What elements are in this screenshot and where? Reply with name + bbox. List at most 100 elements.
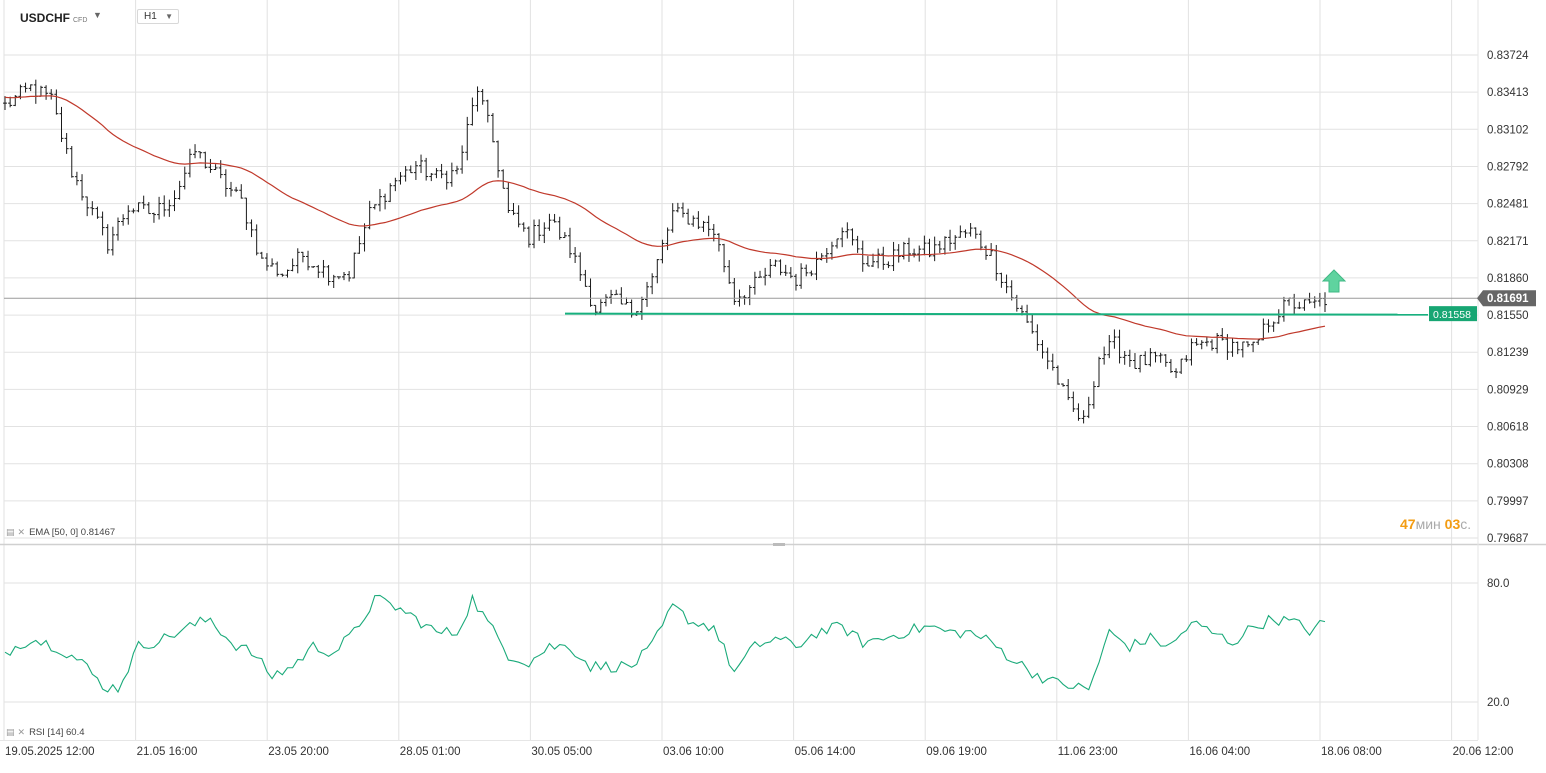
candle[interactable] (583, 269, 588, 287)
candle[interactable] (331, 274, 336, 288)
candle[interactable] (1210, 339, 1215, 351)
support-line[interactable] (564, 312, 1429, 316)
candle[interactable] (398, 172, 403, 185)
candle[interactable] (675, 202, 680, 213)
candle[interactable] (403, 166, 408, 182)
candle[interactable] (85, 196, 90, 217)
candle[interactable] (1127, 349, 1132, 367)
candle[interactable] (449, 162, 454, 187)
candle[interactable] (891, 241, 896, 271)
candle[interactable] (1235, 341, 1240, 355)
candle[interactable] (881, 246, 886, 270)
candle[interactable] (141, 195, 146, 209)
candle[interactable] (460, 145, 465, 174)
candle[interactable] (532, 219, 537, 249)
rsi-line[interactable] (4, 593, 1326, 694)
candle[interactable] (1132, 353, 1137, 369)
candle[interactable] (8, 96, 13, 108)
candle[interactable] (547, 213, 552, 231)
candle[interactable] (105, 224, 110, 254)
candle[interactable] (912, 248, 917, 258)
candle[interactable] (372, 204, 377, 210)
candle[interactable] (1323, 292, 1327, 313)
candle[interactable] (1143, 351, 1148, 366)
candle[interactable] (316, 264, 321, 279)
candle[interactable] (578, 252, 583, 281)
candle[interactable] (280, 273, 285, 277)
candle[interactable] (573, 247, 578, 264)
candle[interactable] (763, 267, 768, 286)
candle[interactable] (59, 106, 64, 143)
candle[interactable] (151, 212, 156, 223)
candle[interactable] (660, 239, 665, 264)
candle[interactable] (742, 295, 747, 305)
candle[interactable] (948, 229, 953, 251)
candle[interactable] (516, 205, 521, 228)
ema-indicator-label[interactable]: ▤ ✕ EMA [50, 0] 0.81467 (6, 527, 115, 538)
candle[interactable] (562, 232, 567, 239)
ema-line[interactable] (4, 95, 1326, 340)
candle[interactable] (383, 193, 388, 210)
candle[interactable] (1117, 329, 1122, 364)
candle[interactable] (285, 269, 290, 278)
candle[interactable] (696, 211, 701, 230)
candle[interactable] (131, 208, 136, 214)
candle[interactable] (357, 236, 362, 254)
candle[interactable] (377, 188, 382, 212)
candle[interactable] (537, 219, 542, 241)
candle[interactable] (804, 264, 809, 277)
candle[interactable] (295, 248, 300, 274)
candle[interactable] (146, 202, 151, 215)
candle[interactable] (496, 140, 501, 178)
candle[interactable] (963, 229, 968, 238)
candle[interactable] (270, 258, 275, 267)
candle[interactable] (614, 289, 619, 296)
candle[interactable] (1030, 314, 1035, 334)
candle[interactable] (845, 222, 850, 239)
timeframe-selector[interactable]: H1 ▼ (137, 9, 179, 24)
candle[interactable] (1148, 348, 1153, 367)
candle[interactable] (793, 273, 798, 291)
candle[interactable] (429, 173, 434, 182)
candle[interactable] (264, 253, 269, 271)
candle[interactable] (259, 251, 264, 259)
candle[interactable] (439, 163, 444, 179)
candle[interactable] (419, 154, 424, 174)
candle[interactable] (182, 166, 187, 190)
candle[interactable] (1045, 347, 1050, 370)
candle[interactable] (485, 99, 490, 123)
candle[interactable] (347, 271, 352, 282)
candle[interactable] (1194, 338, 1199, 346)
candle[interactable] (413, 161, 418, 180)
candle[interactable] (752, 271, 757, 295)
candle[interactable] (824, 247, 829, 263)
candle[interactable] (1153, 351, 1158, 363)
candle[interactable] (326, 265, 331, 286)
candle[interactable] (3, 96, 7, 111)
candle[interactable] (1102, 346, 1107, 365)
candle[interactable] (311, 266, 316, 269)
candle[interactable] (1081, 410, 1086, 424)
candle[interactable] (74, 171, 79, 186)
symbol-dropdown-icon[interactable]: ▼ (93, 10, 102, 20)
candle[interactable] (1204, 336, 1209, 347)
candle[interactable] (1107, 335, 1112, 359)
candle[interactable] (1276, 309, 1281, 324)
candle[interactable] (526, 226, 531, 248)
candle[interactable] (855, 235, 860, 253)
candle[interactable] (480, 88, 485, 105)
candle[interactable] (80, 174, 85, 201)
candle[interactable] (275, 261, 280, 277)
candle[interactable] (1091, 381, 1096, 409)
candle[interactable] (208, 158, 213, 173)
candle[interactable] (90, 201, 95, 216)
candle[interactable] (557, 216, 562, 240)
candle[interactable] (203, 151, 208, 169)
candle[interactable] (321, 259, 326, 278)
candle[interactable] (1097, 356, 1102, 388)
candle[interactable] (393, 177, 398, 192)
candle[interactable] (850, 228, 855, 246)
candle[interactable] (511, 202, 516, 216)
pane-resize-handle[interactable] (773, 543, 785, 546)
candle[interactable] (871, 253, 876, 268)
